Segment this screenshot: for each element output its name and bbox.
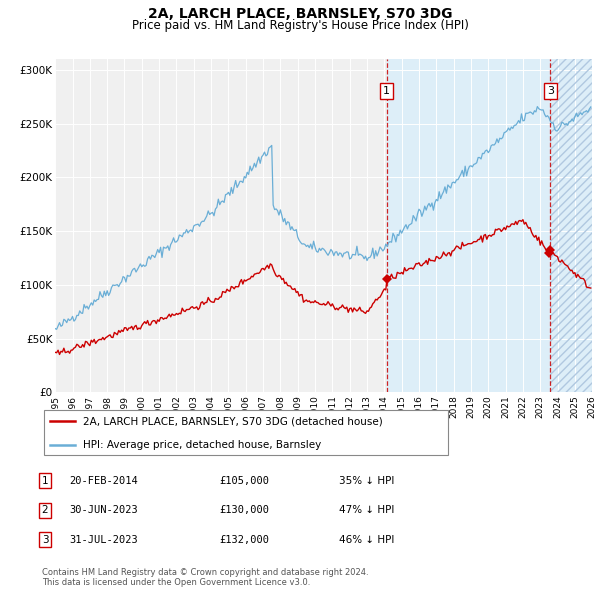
Text: Price paid vs. HM Land Registry's House Price Index (HPI): Price paid vs. HM Land Registry's House … (131, 19, 469, 32)
Text: 1: 1 (41, 476, 49, 486)
Text: 1: 1 (383, 86, 390, 96)
Text: 2A, LARCH PLACE, BARNSLEY, S70 3DG (detached house): 2A, LARCH PLACE, BARNSLEY, S70 3DG (deta… (83, 416, 383, 426)
Text: 2: 2 (41, 506, 49, 515)
Bar (550, 59, 592, 392)
Text: 3: 3 (547, 86, 554, 96)
Text: £132,000: £132,000 (219, 535, 269, 545)
Bar (386, 59, 592, 392)
Text: £130,000: £130,000 (219, 506, 269, 515)
Text: 31-JUL-2023: 31-JUL-2023 (69, 535, 138, 545)
Text: HPI: Average price, detached house, Barnsley: HPI: Average price, detached house, Barn… (83, 440, 321, 450)
FancyBboxPatch shape (44, 409, 448, 455)
Text: Contains HM Land Registry data © Crown copyright and database right 2024.
This d: Contains HM Land Registry data © Crown c… (42, 568, 368, 587)
Text: 35% ↓ HPI: 35% ↓ HPI (339, 476, 394, 486)
Text: 20-FEB-2014: 20-FEB-2014 (69, 476, 138, 486)
Text: 3: 3 (41, 535, 49, 545)
Text: 2A, LARCH PLACE, BARNSLEY, S70 3DG: 2A, LARCH PLACE, BARNSLEY, S70 3DG (148, 7, 452, 21)
Text: 47% ↓ HPI: 47% ↓ HPI (339, 506, 394, 515)
Text: 30-JUN-2023: 30-JUN-2023 (69, 506, 138, 515)
Text: 46% ↓ HPI: 46% ↓ HPI (339, 535, 394, 545)
Text: £105,000: £105,000 (219, 476, 269, 486)
